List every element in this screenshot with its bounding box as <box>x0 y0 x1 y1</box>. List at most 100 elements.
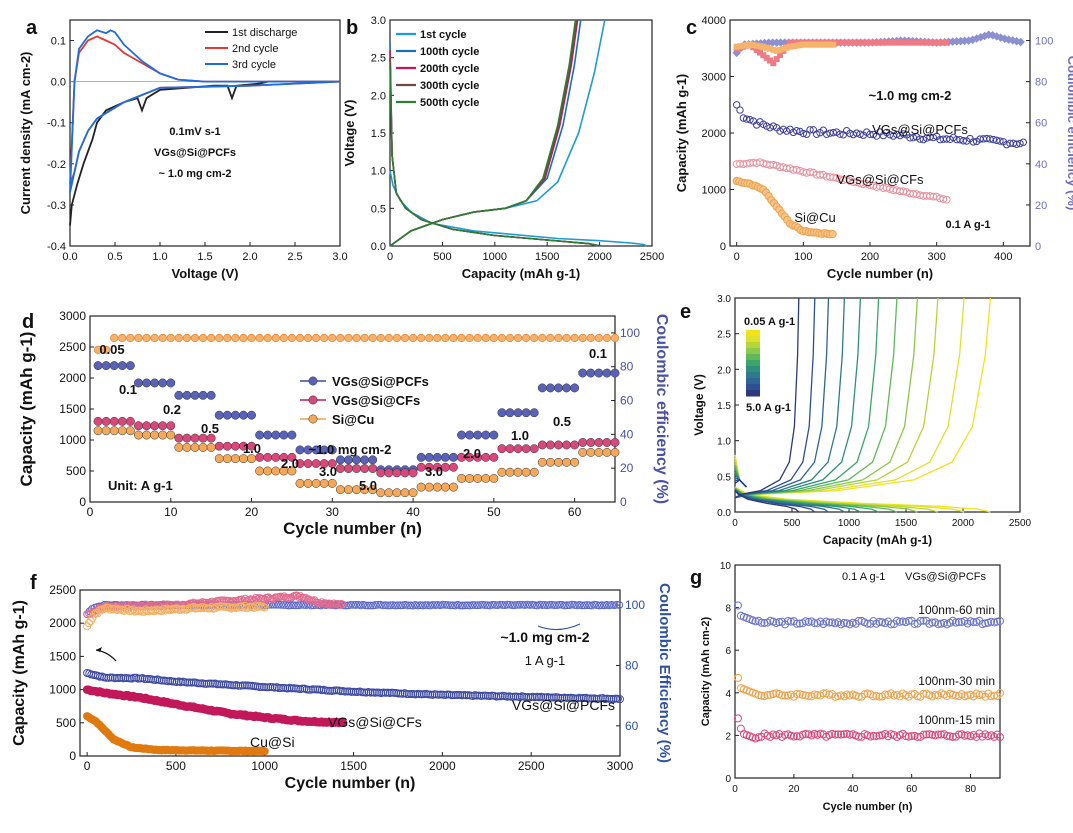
x-tick-label: 40 <box>847 784 859 795</box>
capacity-point <box>190 390 200 400</box>
capacity-point <box>311 478 321 488</box>
capacity-point <box>981 619 990 628</box>
capacity-point <box>996 137 1004 145</box>
colorbar-segment <box>746 372 760 379</box>
ce-point <box>416 601 425 610</box>
y-tick-label: 4000 <box>702 15 726 27</box>
ce-point <box>548 600 557 609</box>
x-tick-label: 500 <box>784 518 801 529</box>
ce-point <box>615 601 624 609</box>
capacity-point <box>545 383 555 393</box>
colorbar-label: 0.05 A g-1 <box>744 316 795 328</box>
y-tick-label: 3.0 <box>371 15 386 27</box>
capacity-point <box>872 732 881 741</box>
discharge-curve <box>734 490 800 513</box>
x-tick-label: 30 <box>326 505 340 519</box>
capacity-point <box>198 442 208 452</box>
ce-point <box>585 601 594 610</box>
capacity-point <box>263 466 273 476</box>
capacity-point <box>150 378 160 388</box>
capacity-point <box>479 691 488 700</box>
capacity-point <box>578 438 588 447</box>
ce-point <box>777 51 783 58</box>
capacity-point <box>400 488 410 498</box>
x-axis-label: Cycle number (n) <box>285 775 416 792</box>
legend-label: VGs@Si@PCFs <box>332 374 429 389</box>
capacity-point <box>529 467 539 477</box>
annotation: Cu@Si <box>250 734 295 750</box>
capacity-point <box>996 616 1004 625</box>
ce-point <box>118 333 127 343</box>
rate-label: 0.1 <box>589 346 607 361</box>
y-tick-label: 0 <box>69 749 76 763</box>
ce-point <box>371 601 380 609</box>
x-tick-label: 1000 <box>838 518 861 529</box>
y-tick-label: 1000 <box>702 185 726 197</box>
capacity-point <box>109 426 119 436</box>
capacity-point <box>784 616 792 625</box>
ce-point <box>352 333 361 343</box>
capacity-point <box>901 732 910 741</box>
ce-point <box>344 333 353 343</box>
ce-point <box>351 601 360 609</box>
ce-point <box>150 333 159 343</box>
charge-curve <box>389 19 579 247</box>
capacity-point <box>408 468 418 478</box>
capacity-point <box>586 447 596 457</box>
capacity-point <box>335 464 345 473</box>
ce-point <box>562 333 571 343</box>
ce-point <box>770 46 777 53</box>
capacity-point <box>969 618 978 627</box>
capacity-point <box>537 440 547 450</box>
capacity-point <box>986 135 994 143</box>
rate-label: 0.05 <box>99 342 124 357</box>
capacity-point <box>287 466 297 476</box>
capacity-point <box>238 681 247 690</box>
ce-point <box>223 333 232 343</box>
ce-point <box>546 333 555 343</box>
capacity-point <box>996 689 1004 698</box>
capacity-point <box>130 673 138 682</box>
capacity-point <box>954 730 963 739</box>
x-tick-label: 0 <box>387 251 393 263</box>
capacity-point <box>799 129 808 138</box>
capacity-point <box>746 116 754 124</box>
ce-point <box>860 39 867 46</box>
capacity-point <box>570 440 580 450</box>
capacity-point <box>1016 139 1024 148</box>
capacity-point <box>158 421 168 431</box>
ce-point <box>271 333 280 343</box>
capacity-point <box>798 730 807 739</box>
capacity-point <box>904 732 913 741</box>
ce-point <box>570 333 579 343</box>
ce-point <box>753 46 760 53</box>
capacity-point <box>781 730 790 739</box>
capacity-point <box>854 616 863 625</box>
ce-point <box>903 39 910 46</box>
ce-point <box>515 600 524 609</box>
capacity-point <box>810 619 819 628</box>
ce-point <box>813 41 820 48</box>
y-tick-label: 0 <box>725 774 731 785</box>
y-tick-label: 6 <box>725 646 731 657</box>
ce-point <box>276 592 285 601</box>
capacity-point <box>303 459 313 469</box>
ce-point <box>890 39 897 46</box>
capacity-point <box>769 160 778 169</box>
capacity-point <box>158 430 168 440</box>
y-right-tick-label: 100 <box>1035 36 1053 48</box>
capacity-point <box>899 130 908 138</box>
capacity-point <box>987 617 996 626</box>
capacity-point <box>416 452 426 462</box>
ce-point <box>518 600 527 609</box>
ce-point <box>476 601 484 609</box>
ce-point <box>478 600 487 609</box>
ce-point <box>893 39 900 46</box>
capacity-point <box>449 482 458 492</box>
ce-point <box>847 39 853 46</box>
capacity-point <box>951 618 960 627</box>
ce-point <box>793 39 800 46</box>
capacity-point <box>951 691 960 700</box>
y-tick-label: 3000 <box>702 72 726 84</box>
ce-point <box>870 39 877 46</box>
